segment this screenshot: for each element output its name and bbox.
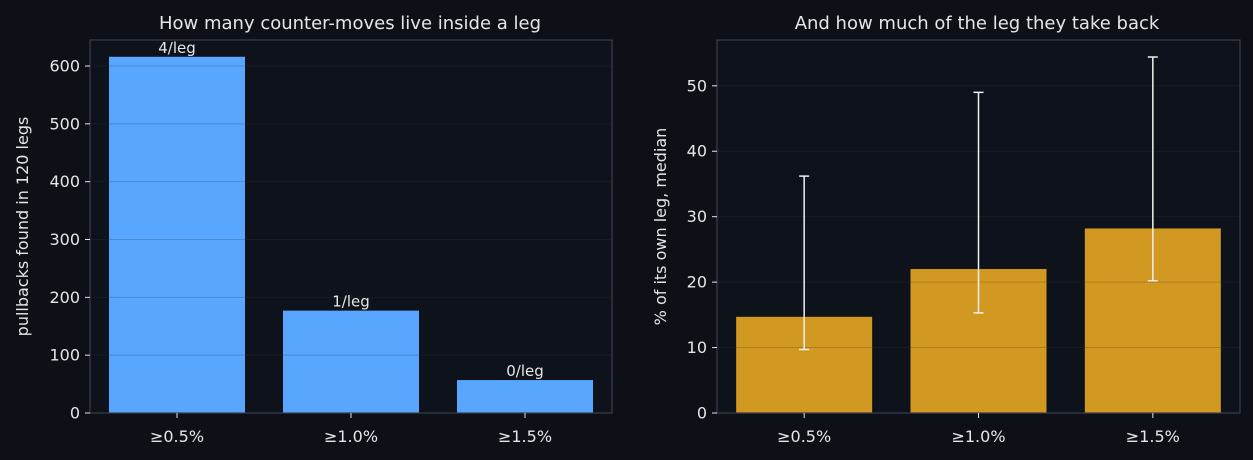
y-tick-label: 200 bbox=[49, 288, 80, 307]
bar-1 bbox=[109, 56, 245, 414]
y-tick-label: 400 bbox=[49, 172, 80, 191]
y-tick-label: 0 bbox=[697, 404, 707, 423]
y-tick-label: 0 bbox=[70, 404, 80, 423]
x-tick-label: ≥1.5% bbox=[498, 427, 552, 446]
x-tick-label: ≥0.5% bbox=[777, 427, 831, 446]
y-axis-label: pullbacks found in 120 legs bbox=[13, 117, 32, 337]
x-tick-label: ≥1.0% bbox=[324, 427, 378, 446]
y-tick-label: 500 bbox=[49, 114, 80, 133]
bar-3 bbox=[457, 380, 593, 413]
y-tick-label: 300 bbox=[49, 230, 80, 249]
y-tick-label: 600 bbox=[49, 57, 80, 76]
x-tick-label: ≥0.5% bbox=[150, 427, 204, 446]
data-label-1: 4/leg bbox=[158, 39, 196, 57]
y-tick-label: 30 bbox=[687, 207, 707, 226]
y-axis-label: % of its own leg, median bbox=[651, 128, 670, 326]
y-tick-label: 100 bbox=[49, 346, 80, 365]
chart-title: How many counter-moves live inside a leg bbox=[159, 13, 541, 34]
chart-title: And how much of the leg they take back bbox=[795, 13, 1160, 34]
y-tick-label: 50 bbox=[687, 76, 707, 95]
y-tick-label: 10 bbox=[687, 338, 707, 357]
y-tick-label: 20 bbox=[687, 273, 707, 292]
x-tick-label: ≥1.0% bbox=[951, 427, 1005, 446]
chart-panel-1: 4/leg 1/leg 0/leg 0 100 200 300 400 500 600 ≥0.5% ≥… bbox=[13, 13, 613, 446]
data-label-3: 0/leg bbox=[506, 362, 544, 380]
data-label-2: 1/leg bbox=[332, 293, 370, 311]
x-tick-label: ≥1.5% bbox=[1126, 427, 1180, 446]
bar-2 bbox=[283, 310, 419, 413]
y-tick-label: 40 bbox=[687, 142, 707, 161]
chart-panel-2: 0 10 20 30 40 50 ≥0.5% ≥1.0% ≥1.5% And how much o… bbox=[651, 13, 1241, 446]
